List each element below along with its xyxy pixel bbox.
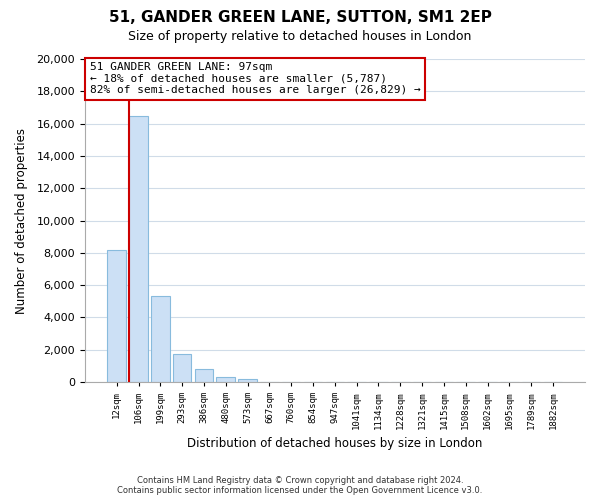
Bar	[107, 250, 126, 382]
Bar	[238, 379, 257, 382]
Bar	[194, 369, 213, 382]
Bar	[217, 377, 235, 382]
Text: 51 GANDER GREEN LANE: 97sqm
← 18% of detached houses are smaller (5,787)
82% of : 51 GANDER GREEN LANE: 97sqm ← 18% of det…	[89, 62, 421, 96]
Bar	[173, 354, 191, 382]
Text: Contains HM Land Registry data © Crown copyright and database right 2024.
Contai: Contains HM Land Registry data © Crown c…	[118, 476, 482, 495]
Bar	[129, 116, 148, 382]
Y-axis label: Number of detached properties: Number of detached properties	[15, 128, 28, 314]
Text: 51, GANDER GREEN LANE, SUTTON, SM1 2EP: 51, GANDER GREEN LANE, SUTTON, SM1 2EP	[109, 10, 491, 25]
X-axis label: Distribution of detached houses by size in London: Distribution of detached houses by size …	[187, 437, 482, 450]
Text: Size of property relative to detached houses in London: Size of property relative to detached ho…	[128, 30, 472, 43]
Bar	[151, 296, 170, 382]
